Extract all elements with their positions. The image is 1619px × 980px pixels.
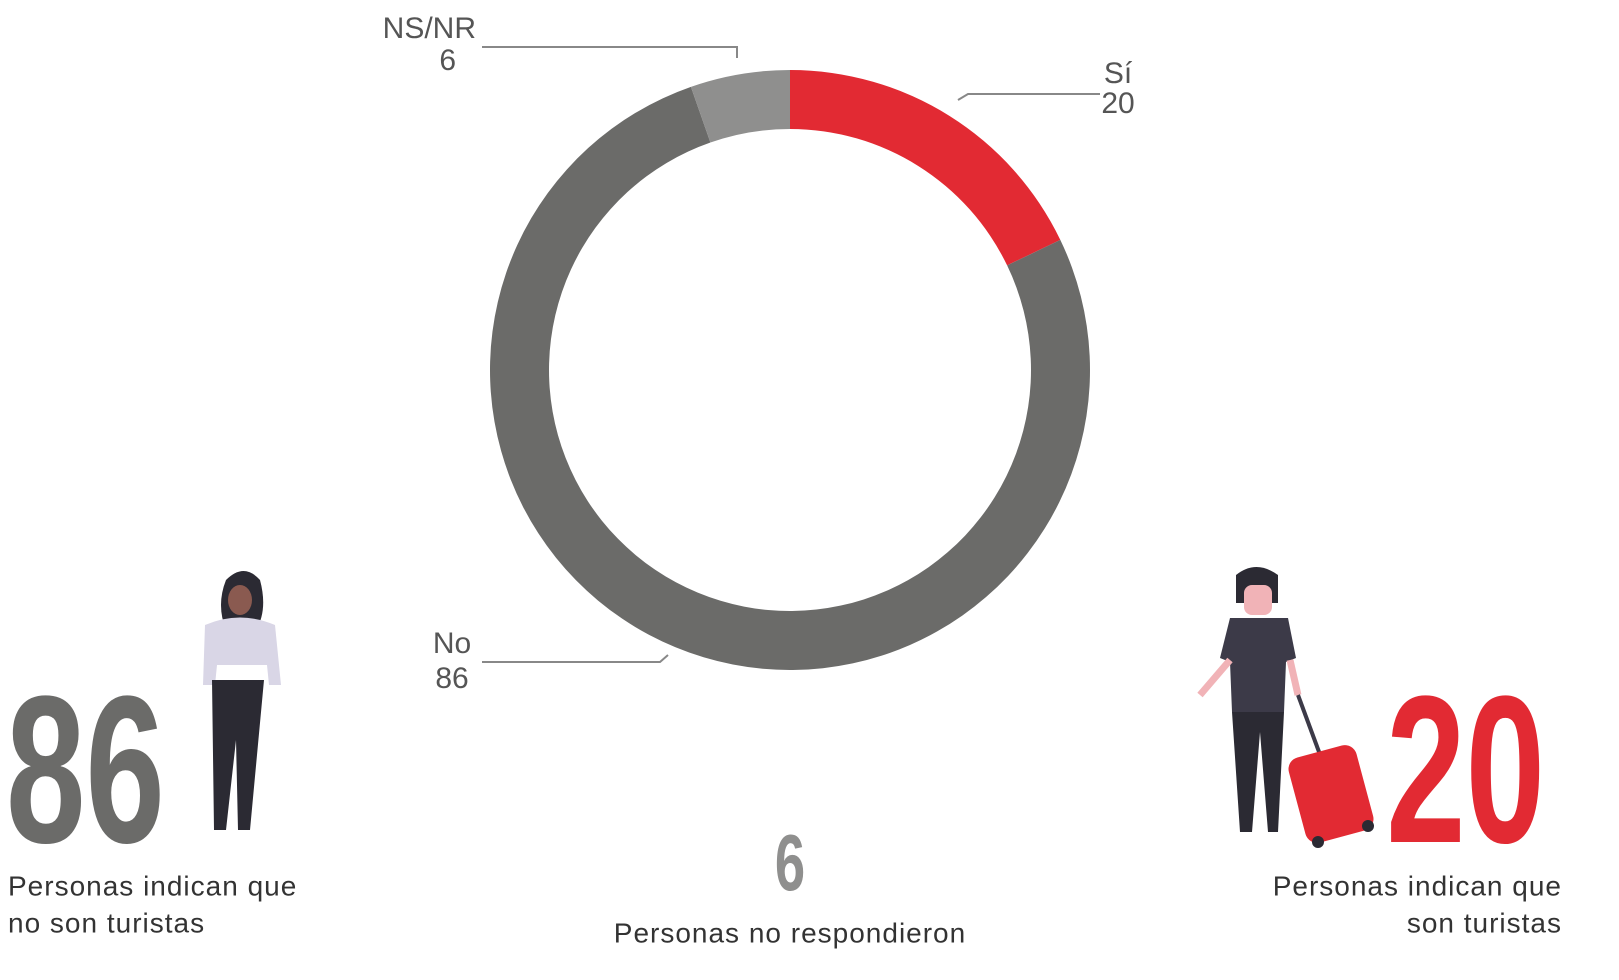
wheel xyxy=(1362,820,1374,832)
face xyxy=(1244,585,1272,615)
big-number: 86 xyxy=(6,653,165,888)
infographic: Sí20No86NS/NR620866Personas indican ques… xyxy=(0,0,1619,980)
woman-illustration xyxy=(203,571,281,830)
pants xyxy=(212,680,264,830)
shirt xyxy=(1220,618,1296,712)
caption: Personas indican que xyxy=(8,870,297,901)
big-number: 20 xyxy=(1386,653,1545,888)
slice-value: 86 xyxy=(435,662,468,695)
caption: son turistas xyxy=(1407,907,1562,938)
caption: no son turistas xyxy=(8,907,205,938)
big-number: 6 xyxy=(775,819,805,908)
donut-slice xyxy=(790,70,1060,265)
wheel xyxy=(1312,836,1324,848)
suitcase xyxy=(1286,742,1376,845)
leader-line xyxy=(482,655,668,662)
face xyxy=(228,585,252,615)
sweater xyxy=(203,618,281,686)
handle xyxy=(1298,695,1322,760)
arm xyxy=(1200,660,1230,695)
slice-value: 20 xyxy=(1101,87,1134,120)
leader-line xyxy=(482,47,737,58)
pants xyxy=(1232,712,1284,832)
slice-value: 6 xyxy=(439,44,456,77)
slice-label: NS/NR xyxy=(383,12,476,45)
caption: Personas indican que xyxy=(1273,870,1562,901)
traveler-illustration xyxy=(1200,567,1376,848)
caption: Personas no respondieron xyxy=(614,917,966,948)
arm xyxy=(1290,660,1298,695)
slice-label: Sí xyxy=(1104,57,1133,90)
slice-label: No xyxy=(433,627,471,660)
leader-line xyxy=(958,94,1100,100)
